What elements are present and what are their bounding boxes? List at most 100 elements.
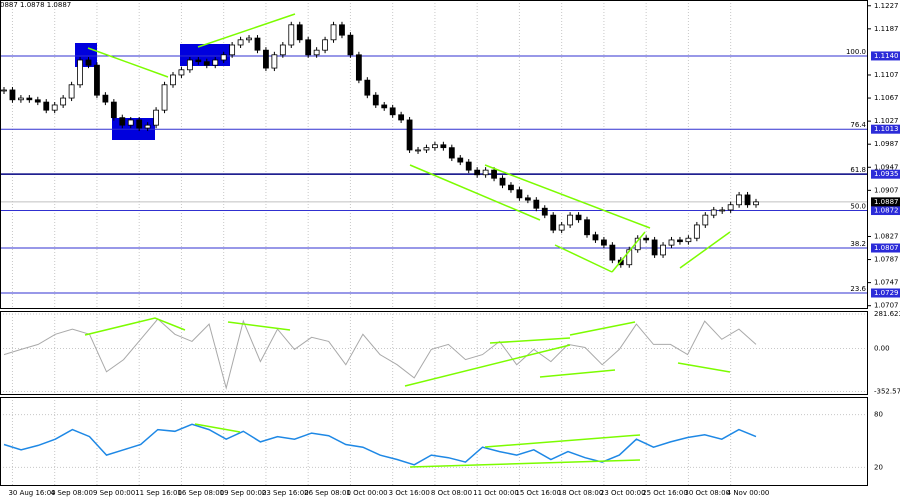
level-label: 1.0729 [874, 289, 899, 297]
candle [102, 94, 109, 103]
y-tick-label: 1.1067 [874, 94, 899, 102]
candle [296, 24, 303, 41]
x-tick-label: 4 Sep 08:00 [51, 489, 93, 497]
candle [516, 189, 523, 199]
candle [389, 107, 396, 116]
indicator-tick-label: 80 [874, 411, 883, 419]
level-label: 1.0872 [874, 207, 899, 215]
trend-line [409, 459, 641, 468]
level-label: 1.1013 [874, 125, 899, 133]
candle [432, 144, 438, 149]
candle [753, 201, 759, 206]
main-panel-frame [0, 0, 868, 309]
x-tick-label: 3 Oct 16:00 [389, 489, 430, 497]
candle [153, 109, 159, 126]
x-tick-label: 11 Oct 00:00 [473, 489, 519, 497]
candle [271, 54, 278, 69]
candle [254, 37, 261, 51]
candle [186, 59, 193, 71]
x-tick-label: 8 Oct 08:00 [431, 489, 472, 497]
rsi-panel-frame [0, 397, 868, 486]
candle [220, 54, 227, 61]
level-label-box [871, 206, 900, 216]
indicator-tick-label: -352.570 [874, 388, 900, 396]
candle [668, 239, 675, 246]
y-tick-label: 1.0827 [874, 232, 899, 240]
grid [0, 0, 871, 485]
candle [170, 74, 176, 86]
candle [660, 244, 666, 256]
level-label-box [871, 243, 900, 253]
trend-line [404, 344, 571, 387]
trend-line [554, 244, 613, 273]
levels [0, 55, 868, 294]
y-tick-label: 1.0907 [874, 186, 899, 194]
trend-line [484, 434, 641, 448]
candle [26, 97, 33, 101]
candle [127, 119, 134, 126]
candle [482, 169, 489, 176]
candle [51, 104, 58, 111]
candle [524, 197, 531, 201]
candle [406, 119, 413, 151]
trend-line [679, 231, 731, 269]
indicators [3, 318, 757, 466]
x-tick-label: 30 Aug 16:00 [8, 489, 55, 497]
trend-line [194, 423, 241, 433]
y-tick-label: 1.0747 [874, 279, 899, 287]
candle [398, 114, 405, 121]
candle [305, 39, 312, 56]
y-tick-label: 1.1027 [874, 117, 899, 125]
candle [144, 124, 151, 129]
x-tick-label: 23 Oct 00:00 [600, 489, 646, 497]
candle [567, 214, 574, 226]
candle [195, 59, 202, 63]
trend-line [84, 317, 186, 336]
y-tick-label: 1.1227 [874, 2, 899, 10]
level-label-box [871, 124, 900, 134]
trend-line [539, 369, 616, 378]
candle [119, 117, 126, 126]
x-tick-label: 1 Oct 00:00 [346, 489, 387, 497]
candles [1, 21, 759, 268]
candle [237, 39, 244, 46]
candle [94, 64, 100, 96]
x-tick-label: 18 Oct 08:00 [558, 489, 604, 497]
candle [34, 99, 41, 103]
x-tick-label: 9 Sep 00:00 [93, 489, 135, 497]
candle [229, 44, 236, 56]
candle [651, 239, 658, 256]
candle [212, 59, 219, 66]
candle [643, 237, 650, 241]
y-tick-label: 1.1187 [874, 25, 899, 33]
candle [110, 101, 117, 119]
x-tick-label: 15 Oct 16:00 [515, 489, 561, 497]
level-name: 76.4 [850, 121, 866, 129]
candle [626, 249, 633, 266]
level-name: 38.2 [850, 240, 866, 248]
candle [558, 224, 565, 231]
y-tick-label: 1.0947 [874, 163, 899, 171]
level-name: 61.8 [850, 166, 866, 174]
candle [85, 59, 92, 66]
level-name: 23.6 [850, 285, 866, 293]
level-label-box [871, 169, 900, 179]
candle [693, 224, 700, 239]
x-tick-label: 30 Oct 08:00 [684, 489, 730, 497]
indicator-line [3, 318, 757, 390]
candle [541, 207, 548, 216]
level-name: 50.0 [850, 203, 866, 211]
candle [719, 209, 726, 212]
trend-line [677, 362, 731, 373]
candle [68, 84, 75, 99]
cci-panel-frame [0, 311, 868, 395]
candle [322, 39, 328, 51]
level-label: 1.0935 [874, 170, 899, 178]
candle [288, 24, 295, 46]
candle [710, 209, 717, 216]
candle [136, 119, 143, 129]
candle [415, 149, 421, 152]
candle [448, 147, 455, 159]
last-price-box [871, 197, 900, 207]
